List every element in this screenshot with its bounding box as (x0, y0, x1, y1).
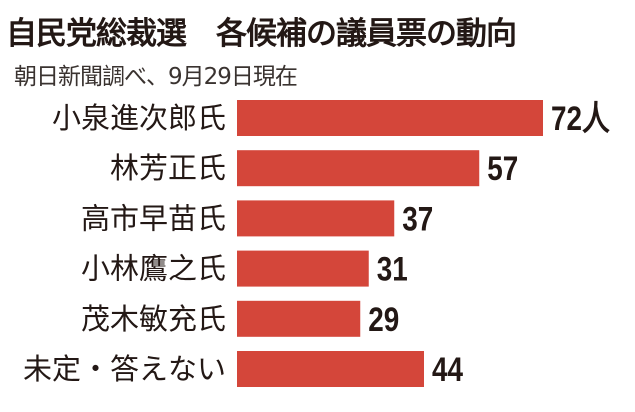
value-label: 37 (402, 200, 433, 238)
category-label: 未定・答えない (23, 352, 226, 386)
bar (237, 351, 424, 387)
bar (237, 150, 480, 187)
chart-subtitle: 朝日新聞調べ、9月29日現在 (14, 64, 298, 90)
bar (237, 300, 361, 337)
value-label: 57 (487, 150, 518, 188)
bar (237, 100, 543, 136)
bar (237, 200, 395, 237)
category-label: 高市早苗氏 (81, 201, 226, 235)
value-label: 31 (377, 250, 408, 288)
category-label: 茂木敏充氏 (81, 302, 226, 336)
category-label: 小泉進次郎氏 (52, 101, 226, 135)
value-label: 29 (368, 300, 399, 338)
value-label: 44 (432, 350, 464, 388)
bar (237, 250, 369, 287)
value-label: 72人 (551, 99, 610, 137)
category-label: 林芳正氏 (110, 151, 226, 185)
chart-title: 自民党総裁選 各候補の議員票の動向 (6, 16, 517, 52)
category-label: 小林鷹之氏 (81, 252, 226, 286)
